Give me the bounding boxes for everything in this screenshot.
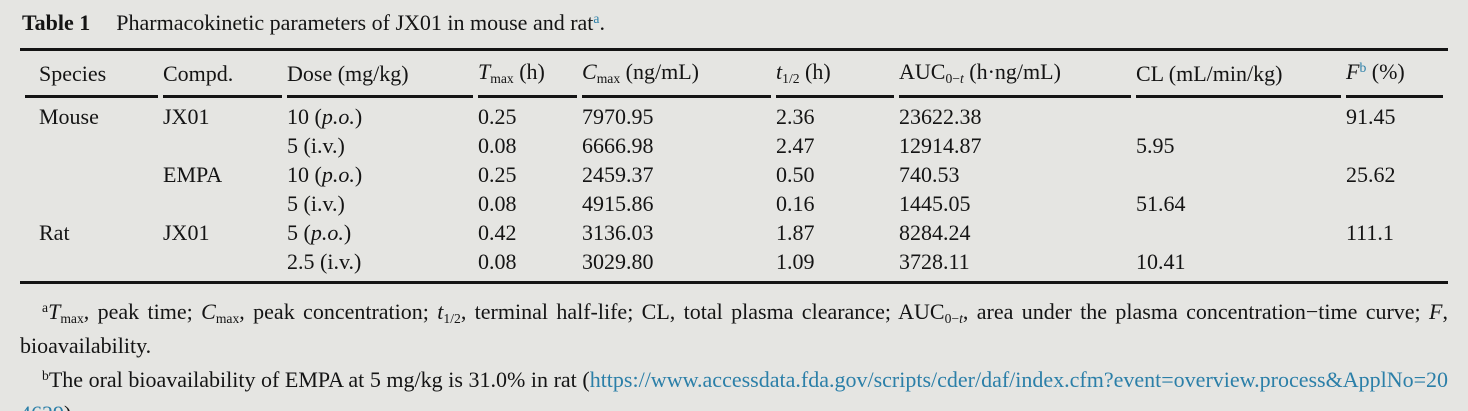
footnote-a: aTmax, peak time; Cmax, peak concentrati…	[20, 299, 1448, 358]
table-row: EMPA 10 (p.o.) 0.25 2459.37 0.50 740.53 …	[25, 160, 1443, 189]
cell-compd	[163, 131, 282, 160]
cell-dose: 5 (i.v.)	[287, 191, 345, 216]
footnote-a-marker: a	[42, 300, 49, 316]
cell-thalf: 2.36	[776, 104, 815, 129]
cell-species	[25, 247, 158, 281]
table-row: 5 (i.v.) 0.08 4915.86 0.16 1445.05 51.64	[25, 189, 1443, 218]
footnote-b-marker: b	[42, 368, 49, 384]
cell-cl: 51.64	[1136, 191, 1186, 216]
cell-f	[1346, 131, 1443, 160]
cell-cl: 10.41	[1136, 249, 1186, 274]
table-title: Table 1 Pharmacokinetic parameters of JX0…	[22, 8, 1448, 41]
cell-species	[25, 160, 158, 189]
cell-thalf: 1.09	[776, 249, 815, 274]
cell-cmax: 3136.03	[582, 220, 654, 245]
col-header-f: Fb (%)	[1346, 51, 1443, 98]
table-row: Mouse JX01 10 (p.o.) 0.25 7970.95 2.36 2…	[25, 98, 1443, 131]
cell-f	[1346, 247, 1443, 281]
pharmacokinetics-table: Species Compd. Dose (mg/kg) Tmax (h) Cma…	[20, 48, 1448, 284]
cell-thalf: 1.87	[776, 220, 815, 245]
footnote-ref-b-link[interactable]: b	[1359, 60, 1367, 76]
cell-compd	[163, 247, 282, 281]
col-header-species: Species	[25, 51, 158, 98]
table-row: 2.5 (i.v.) 0.08 3029.80 1.09 3728.11 10.…	[25, 247, 1443, 281]
cell-cmax: 2459.37	[582, 162, 654, 187]
col-header-tmax: Tmax (h)	[478, 51, 577, 98]
footnote-ref-a-link[interactable]: a	[593, 11, 600, 27]
cell-thalf: 2.47	[776, 133, 815, 158]
cell-thalf: 0.16	[776, 191, 815, 216]
cell-cl	[1136, 160, 1341, 189]
cell-cmax: 7970.95	[582, 104, 654, 129]
table-caption: Pharmacokinetic parameters of JX01 in mo…	[116, 10, 594, 35]
cell-species: Rat	[39, 220, 70, 245]
cell-auc: 12914.87	[899, 133, 982, 158]
cell-auc: 1445.05	[899, 191, 971, 216]
cell-dose: 10 (p.o.)	[287, 104, 363, 129]
col-header-cmax: Cmax (ng/mL)	[582, 51, 771, 98]
cell-species	[25, 189, 158, 218]
cell-dose: 5 (p.o.)	[287, 220, 352, 245]
table-footnotes: aTmax, peak time; Cmax, peak concentrati…	[20, 296, 1448, 411]
cell-f: 91.45	[1346, 104, 1396, 129]
cell-compd: JX01	[163, 220, 210, 245]
cell-tmax: 0.25	[478, 104, 517, 129]
col-header-thalf: t1/2 (h)	[776, 51, 894, 98]
cell-tmax: 0.42	[478, 220, 517, 245]
cell-cmax: 3029.80	[582, 249, 654, 274]
fda-accessdata-link[interactable]: https://www.accessdata.fda.gov/scripts/c…	[20, 367, 1448, 411]
cell-species	[25, 131, 158, 160]
cell-species: Mouse	[39, 104, 99, 129]
cell-cl	[1136, 218, 1341, 247]
header-row: Species Compd. Dose (mg/kg) Tmax (h) Cma…	[25, 51, 1443, 98]
cell-f: 25.62	[1346, 162, 1396, 187]
cell-tmax: 0.08	[478, 133, 517, 158]
col-header-auc: AUC0−t (h·ng/mL)	[899, 51, 1131, 98]
table-number-label: Table 1	[22, 10, 91, 35]
footnote-b: bThe oral bioavailability of EMPA at 5 m…	[20, 364, 1448, 411]
cell-f: 111.1	[1346, 220, 1394, 245]
cell-cmax: 4915.86	[582, 191, 654, 216]
col-header-dose: Dose (mg/kg)	[287, 51, 473, 98]
col-header-cl: CL (mL/min/kg)	[1136, 51, 1341, 98]
cell-compd	[163, 189, 282, 218]
cell-dose: 5 (i.v.)	[287, 133, 345, 158]
cell-tmax: 0.08	[478, 191, 517, 216]
cell-auc: 8284.24	[899, 220, 971, 245]
cell-compd: EMPA	[163, 162, 223, 187]
cell-dose: 2.5 (i.v.)	[287, 249, 362, 274]
cell-tmax: 0.08	[478, 249, 517, 274]
cell-auc: 740.53	[899, 162, 960, 187]
cell-dose: 10 (p.o.)	[287, 162, 363, 187]
table-row: Rat JX01 5 (p.o.) 0.42 3136.03 1.87 8284…	[25, 218, 1443, 247]
cell-f	[1346, 189, 1443, 218]
cell-auc: 23622.38	[899, 104, 982, 129]
cell-tmax: 0.25	[478, 162, 517, 187]
cell-thalf: 0.50	[776, 162, 815, 187]
cell-compd: JX01	[163, 104, 210, 129]
cell-cl: 5.95	[1136, 133, 1175, 158]
title-period: .	[599, 10, 605, 35]
cell-cl	[1136, 98, 1341, 131]
cell-auc: 3728.11	[899, 249, 970, 274]
cell-cmax: 6666.98	[582, 133, 654, 158]
col-header-compd: Compd.	[163, 51, 282, 98]
table-row: 5 (i.v.) 0.08 6666.98 2.47 12914.87 5.95	[25, 131, 1443, 160]
